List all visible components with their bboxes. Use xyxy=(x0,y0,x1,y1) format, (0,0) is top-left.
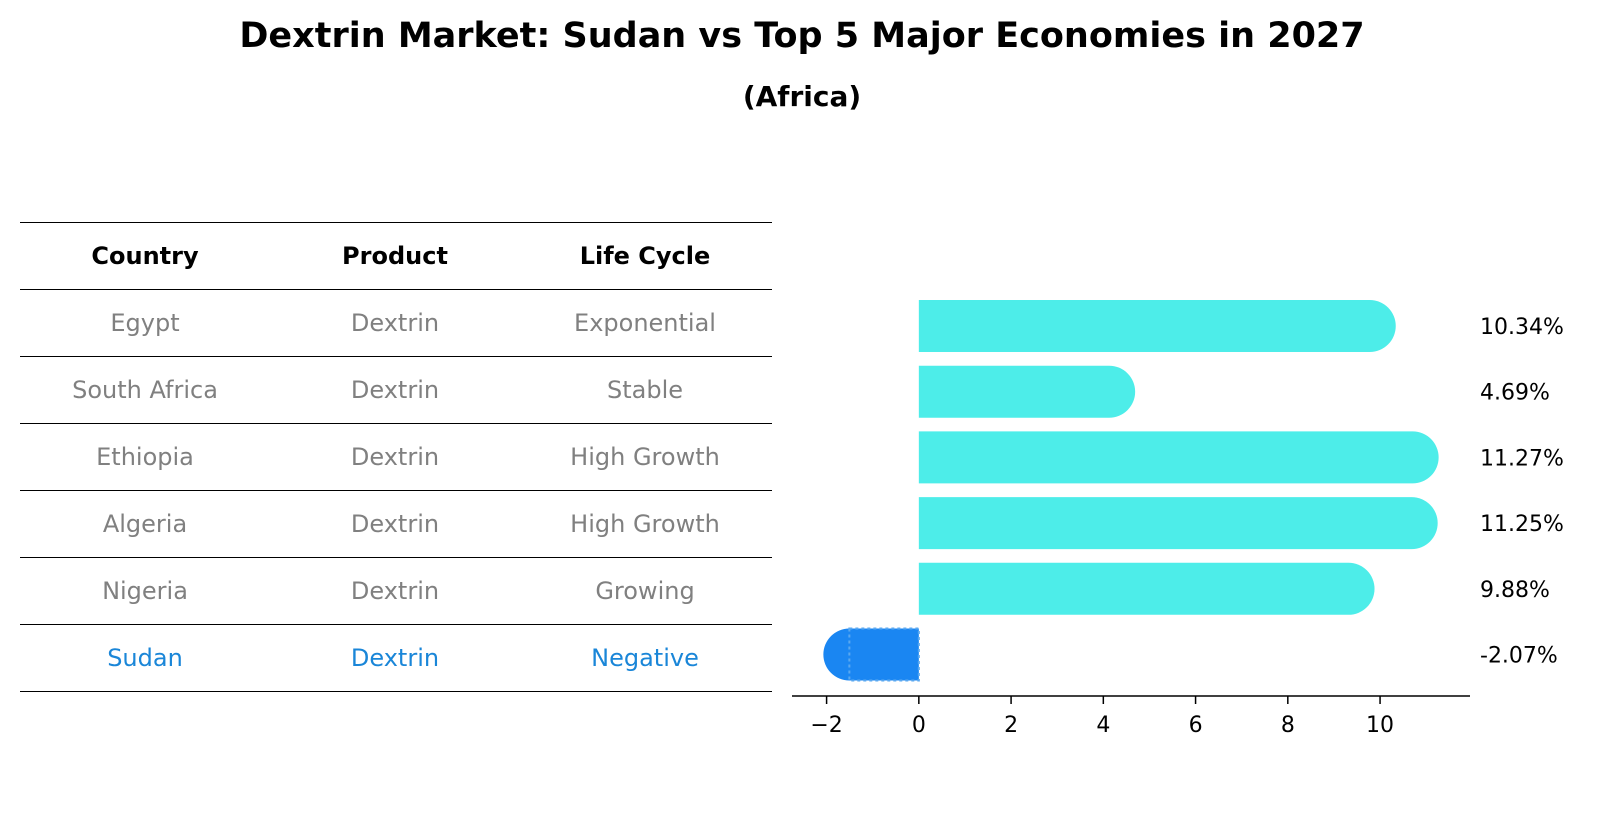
value-label: 9.88% xyxy=(1480,578,1550,603)
table-row-highlighted: Sudan Dextrin Negative xyxy=(20,625,772,692)
value-label: 4.69% xyxy=(1480,381,1550,406)
x-tick-label: 6 xyxy=(1189,713,1203,738)
cell-country: Nigeria xyxy=(102,577,188,605)
chart-title: Dextrin Market: Sudan vs Top 5 Major Eco… xyxy=(239,16,1365,56)
bar-sudan xyxy=(823,628,919,681)
cell-life-cycle: Negative xyxy=(591,644,699,672)
table-row: South Africa Dextrin Stable xyxy=(20,357,772,424)
cell-product: Dextrin xyxy=(350,577,440,605)
table-row: Algeria Dextrin High Growth xyxy=(20,491,772,558)
cell-life-cycle: Growing xyxy=(595,577,695,605)
x-tick-label: 0 xyxy=(912,713,926,738)
cell-country: Ethiopia xyxy=(96,443,194,471)
table-row: Egypt Dextrin Exponential xyxy=(20,290,772,357)
cell-country: Sudan xyxy=(107,644,183,672)
data-table: Country Product Life Cycle Egypt Dextrin… xyxy=(20,222,772,692)
chart-subtitle: (Africa) xyxy=(742,80,862,113)
cell-life-cycle: High Growth xyxy=(570,510,720,538)
cell-product: Dextrin xyxy=(350,443,440,471)
bar-algeria xyxy=(918,497,1438,550)
bar-south-africa xyxy=(918,365,1136,418)
cell-country: South Africa xyxy=(72,376,218,404)
cell-country: Egypt xyxy=(110,309,180,337)
cell-product: Dextrin xyxy=(350,376,440,404)
bar-ethiopia xyxy=(918,431,1439,484)
bar-outline xyxy=(848,627,920,682)
bar-nigeria xyxy=(918,562,1375,615)
cell-country: Algeria xyxy=(102,510,188,538)
header-life-cycle: Life Cycle xyxy=(579,242,711,270)
table-row: Ethiopia Dextrin High Growth xyxy=(20,424,772,491)
x-tick-label: −2 xyxy=(810,713,842,738)
x-tick-label: 4 xyxy=(1096,713,1110,738)
cell-life-cycle: Exponential xyxy=(574,309,716,337)
x-tick-label: 2 xyxy=(1004,713,1018,738)
x-tick-label: 8 xyxy=(1281,713,1295,738)
cell-product: Dextrin xyxy=(350,510,440,538)
table-header-row: Country Product Life Cycle xyxy=(20,222,772,290)
value-label: 11.25% xyxy=(1480,512,1564,537)
cell-product: Dextrin xyxy=(350,644,440,672)
header-product: Product xyxy=(342,242,448,270)
value-label: 11.27% xyxy=(1480,446,1564,471)
cell-product: Dextrin xyxy=(350,309,440,337)
header-country: Country xyxy=(91,242,199,270)
value-label: 10.34% xyxy=(1480,315,1564,340)
value-label: -2.07% xyxy=(1480,644,1558,669)
bar-egypt xyxy=(918,300,1396,352)
table-row: Nigeria Dextrin Growing xyxy=(20,558,772,625)
cell-life-cycle: Stable xyxy=(606,376,684,404)
x-tick-label: 10 xyxy=(1366,713,1394,738)
cell-life-cycle: High Growth xyxy=(570,443,720,471)
